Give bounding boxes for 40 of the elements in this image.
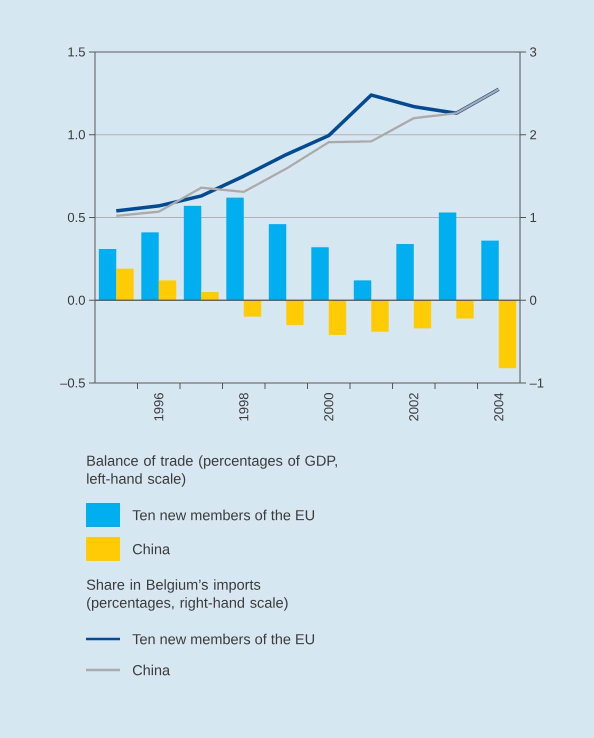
y-tick-label: 0.0: [68, 296, 85, 305]
bar: [244, 300, 262, 317]
bar: [226, 198, 244, 300]
x-tick-label: 1998: [239, 393, 248, 420]
y2-tick-label: –1: [530, 378, 544, 388]
bar: [184, 206, 202, 300]
bar: [268, 224, 286, 300]
bar: [396, 244, 414, 300]
x-tick-label: 2000: [324, 393, 334, 421]
bar: [98, 248, 116, 300]
bar: [158, 280, 176, 300]
bar: [328, 300, 346, 335]
bar: [311, 247, 329, 300]
bar: [456, 300, 474, 318]
bar: [354, 280, 372, 300]
bar: [438, 212, 456, 300]
bar: [286, 300, 304, 326]
bar: [371, 300, 389, 332]
bar: [116, 268, 134, 300]
legend-label: China: [132, 544, 170, 554]
y2-tick-label: 1: [530, 213, 536, 222]
bar: [141, 232, 159, 300]
bar: [498, 300, 516, 368]
text: Share in Belgium’s imports (percentages, right-hand scale): [86, 579, 288, 611]
y-tick-label: –0.5: [60, 378, 85, 388]
x-tick-label: 1996: [154, 393, 164, 420]
legend-label: Ten new members of the EU: [132, 510, 314, 520]
y2-tick-label: 2: [530, 130, 536, 140]
text: Balance of trade (percentages of GDP, left-hand scale): [87, 455, 337, 487]
y-tick-label: 1.5: [68, 47, 85, 57]
y-tick-label: 1.0: [68, 130, 85, 140]
bar: [414, 300, 432, 328]
x-tick-label: 2002: [409, 393, 418, 421]
legend-label: China: [132, 664, 170, 676]
x-tick-label: 2004: [494, 392, 504, 421]
bar: [481, 240, 499, 300]
legend-label: Ten new members of the EU: [132, 634, 314, 644]
y2-tick-label: 3: [530, 47, 536, 57]
y-tick-label: 0.5: [68, 212, 85, 222]
y2-tick-label: 0: [530, 296, 536, 305]
